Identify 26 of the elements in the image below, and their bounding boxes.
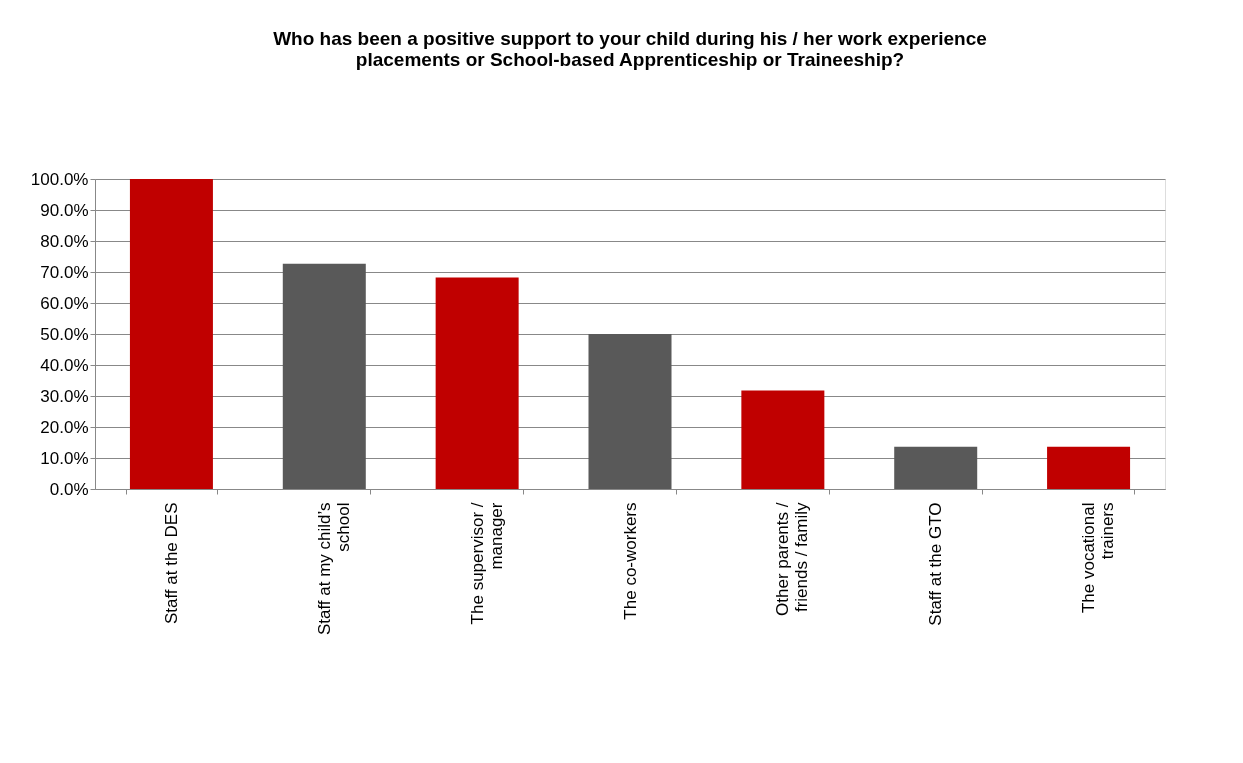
bar — [741, 390, 825, 489]
bar — [282, 263, 366, 489]
y-tick-label: 70.0% — [40, 262, 89, 282]
y-tick-label: 60.0% — [40, 293, 89, 313]
bar — [129, 179, 213, 489]
y-tick-label: 50.0% — [40, 324, 89, 344]
bar — [588, 334, 672, 489]
bar — [435, 277, 519, 489]
y-tick-label: 80.0% — [40, 231, 89, 251]
y-tick-label: 100.0% — [30, 169, 89, 189]
x-tick-label: Staff at my child’s school — [314, 502, 353, 636]
y-tick-label: 30.0% — [40, 386, 89, 406]
y-tick-label: 0.0% — [49, 479, 89, 499]
bar — [1047, 446, 1131, 489]
x-tick-label: The supervisor / manager — [467, 502, 506, 625]
y-tick-label: 10.0% — [40, 448, 89, 468]
bar — [894, 446, 978, 489]
x-tick-label: The co-workers — [620, 502, 640, 620]
y-tick-label: 20.0% — [40, 417, 89, 437]
x-tick-label: Other parents / friends / family — [773, 502, 812, 616]
x-tick-label: The vocational trainers — [1079, 502, 1118, 614]
chart-title: Who has been a positive support to your child during his / her work experience placements or School-based Apprenticeship or Traineeship? — [273, 28, 987, 70]
y-tick-label: 40.0% — [40, 355, 89, 375]
y-tick-label: 90.0% — [40, 200, 89, 220]
x-tick-label: Staff at the DES — [161, 502, 181, 625]
x-tick-label: Staff at the GTO — [926, 502, 946, 626]
